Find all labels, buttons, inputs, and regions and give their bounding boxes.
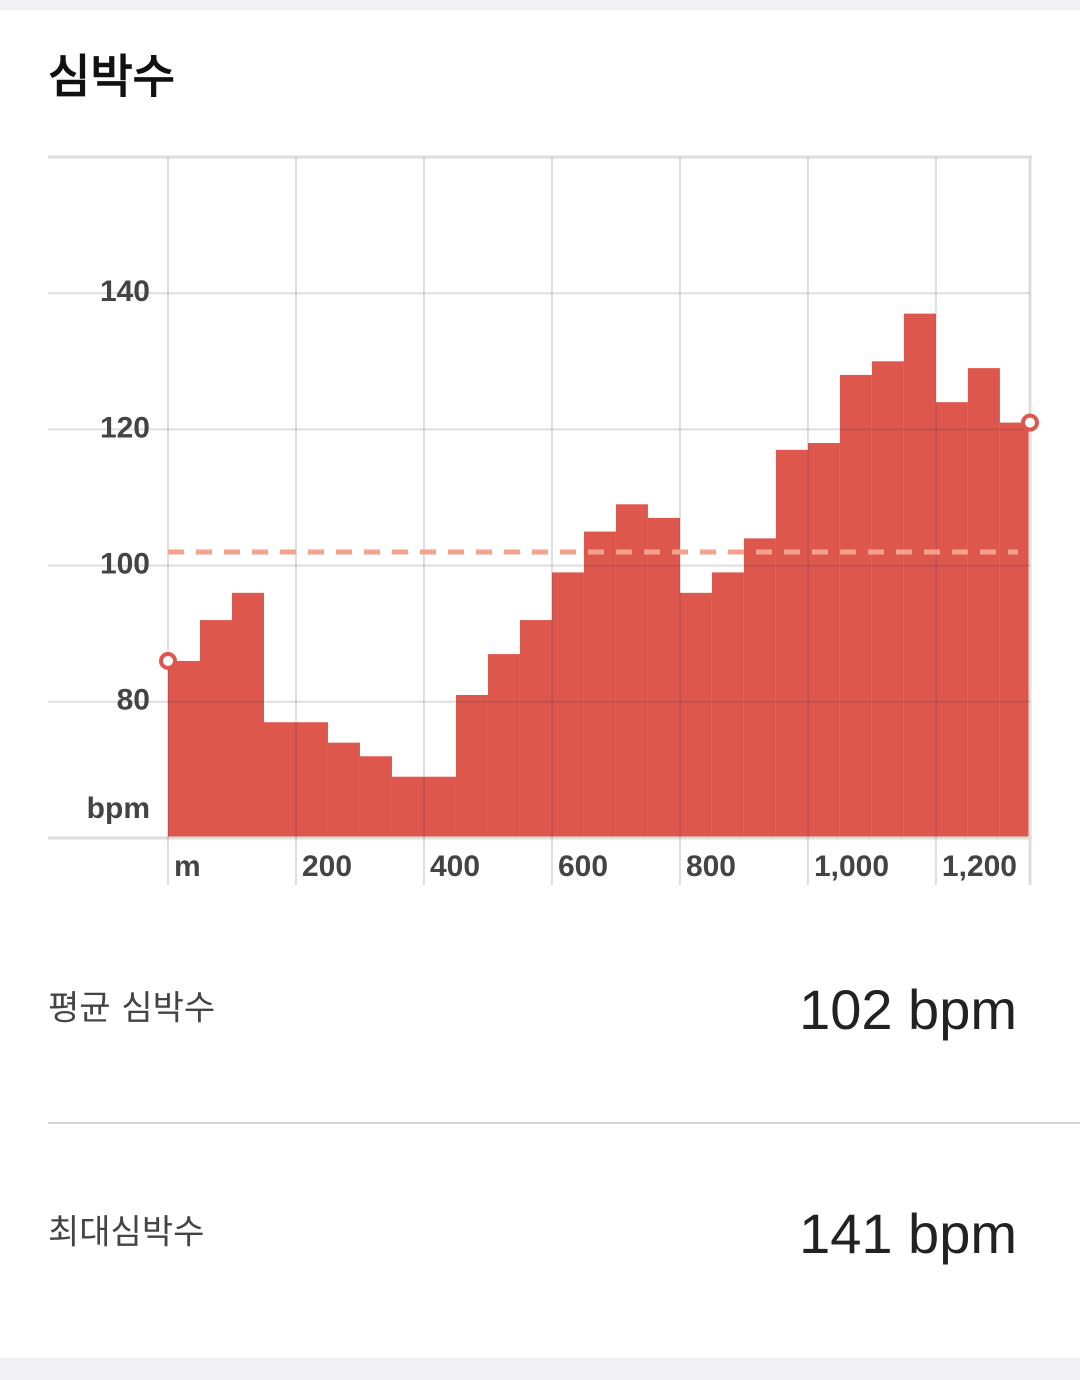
- y-tick-label: 80: [117, 684, 150, 717]
- stat-value: 102 bpm: [799, 978, 1017, 1041]
- bar: [711, 572, 744, 838]
- title: 심박수: [48, 50, 175, 104]
- stat-label: 최대심박수: [48, 1213, 204, 1253]
- bar: [679, 592, 712, 838]
- start-marker: [159, 651, 177, 670]
- bar: [615, 504, 648, 838]
- bar: [391, 776, 424, 838]
- bar: [935, 402, 968, 838]
- bar: [455, 694, 488, 838]
- bar: [263, 722, 296, 838]
- bar: [199, 620, 232, 838]
- bar: [423, 776, 456, 838]
- bar: [168, 660, 200, 838]
- x-tick-label: 800: [686, 850, 736, 883]
- bar: [903, 313, 936, 838]
- x-tick-label: 200: [302, 850, 352, 883]
- bar: [231, 592, 264, 838]
- bar: [295, 722, 328, 838]
- bar: [583, 531, 616, 838]
- bar: [807, 443, 840, 838]
- bar: [967, 368, 1000, 838]
- top-strip: [0, 0, 1080, 10]
- bar: [647, 517, 680, 838]
- bar: [871, 361, 904, 838]
- bar: [743, 538, 776, 838]
- bar: [839, 374, 872, 838]
- stat-value: 141 bpm: [799, 1202, 1017, 1265]
- x-tick-label: 600: [558, 850, 608, 883]
- bar: [999, 422, 1030, 838]
- chart: 80 100 120 140 m 200 400 600 800 1,000 1,200 bpm: [48, 155, 1039, 885]
- bottom-strip: [0, 1358, 1080, 1380]
- x-tick-label: 400: [430, 850, 480, 883]
- x-tick-label: 1,200: [942, 850, 1017, 883]
- y-tick-label: 120: [100, 411, 150, 444]
- y-tick-label: 140: [100, 275, 150, 308]
- end-marker: [1021, 413, 1039, 432]
- bar: [551, 572, 584, 838]
- y-axis-label: bpm: [87, 792, 150, 825]
- x-tick-label: m: [174, 850, 201, 883]
- stat-label: 평균 심박수: [48, 989, 215, 1029]
- y-tick-label: 100: [100, 548, 150, 581]
- bar: [775, 449, 808, 838]
- bar: [487, 654, 520, 838]
- x-tick-label: 1,000: [814, 850, 889, 883]
- bar: [359, 756, 392, 838]
- bar: [327, 742, 360, 838]
- bar: [519, 620, 552, 838]
